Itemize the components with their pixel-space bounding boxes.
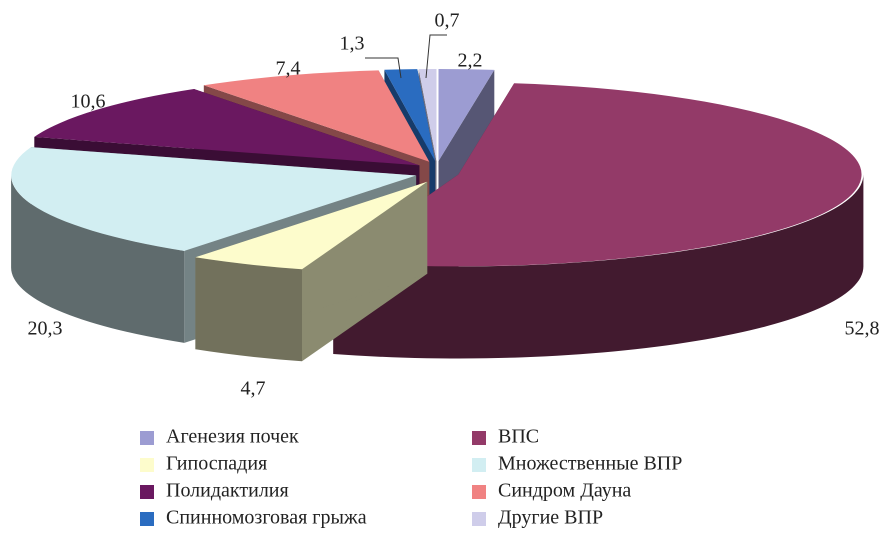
- legend-swatch: [140, 458, 154, 472]
- legend-label: Синдром Дауна: [498, 480, 631, 502]
- legend-label: ВПС: [498, 426, 539, 448]
- legend-label: Другие ВПР: [498, 507, 603, 529]
- data-label: 4,7: [241, 378, 266, 400]
- slice: [418, 69, 437, 161]
- legend-label: Гипоспадия: [166, 453, 267, 475]
- data-label: 20,3: [28, 318, 63, 340]
- data-label: 1,3: [340, 33, 365, 55]
- data-label: 10,6: [71, 91, 106, 113]
- data-label: 52,8: [845, 318, 880, 340]
- data-label: 7,4: [276, 58, 301, 80]
- legend-swatch: [472, 512, 486, 526]
- legend-swatch: [140, 512, 154, 526]
- data-label: 2,2: [458, 50, 483, 72]
- legend-swatch: [140, 485, 154, 499]
- leader-line: [425, 34, 447, 79]
- slice: [195, 181, 428, 270]
- slice-wall: [333, 174, 864, 359]
- legend-label: Спинномозговая грыжа: [166, 507, 367, 529]
- legend-swatch: [472, 458, 486, 472]
- slice-wall: [195, 257, 302, 362]
- legend-swatch: [472, 431, 486, 445]
- data-label: 0,7: [435, 10, 460, 32]
- slice-wall: [11, 175, 185, 343]
- legend-label: Множественные ВПР: [498, 453, 682, 475]
- legend-label: Полидактилия: [166, 480, 289, 502]
- leader-line: [365, 57, 402, 79]
- slice: [11, 147, 417, 251]
- legend-swatch: [140, 431, 154, 445]
- slice: [333, 83, 862, 267]
- slice: [34, 89, 420, 166]
- legend-label: Агенезия почек: [166, 426, 299, 448]
- slice: [438, 69, 495, 161]
- slice: [203, 70, 430, 162]
- slice: [384, 69, 436, 161]
- legend-swatch: [472, 485, 486, 499]
